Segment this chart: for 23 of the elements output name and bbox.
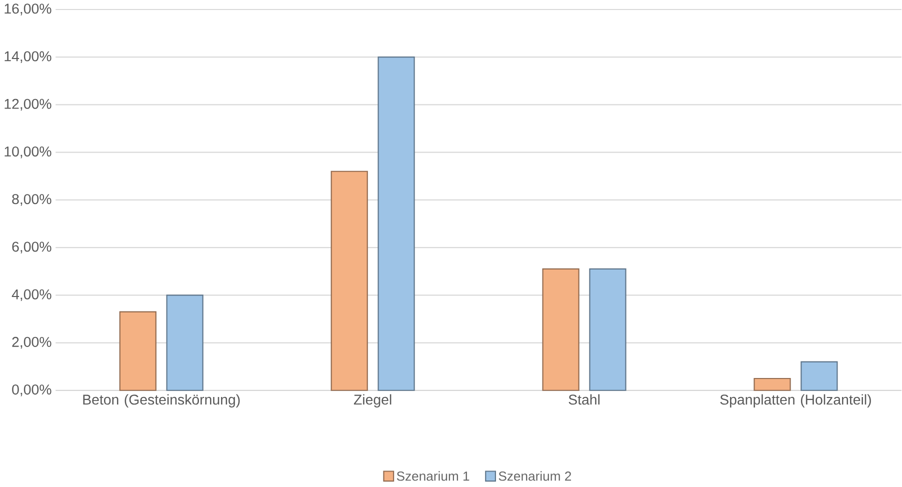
x-tick-label: Spanplatten (Holzanteil) [720,394,871,408]
x-tick-label: Ziegel [354,394,392,408]
y-tick-label: 12,00% [4,99,52,111]
bar [378,56,415,392]
y-tick-label: 4,00% [12,289,52,302]
y-tick-label: 10,00% [4,146,52,158]
y-tick-label: 2,00% [12,337,52,349]
bar [754,378,791,392]
x-tick-label: Stahl [568,394,600,405]
x-tick-label: Beton (Gesteinskörnung) [83,394,240,408]
bar [166,294,204,392]
y-tick-label: 8,00% [12,194,52,206]
legend-label: Szenarium 2 [498,471,572,481]
y-tick-label: 0,00% [12,384,52,396]
bar [589,268,626,392]
bar [119,311,156,392]
bar [800,361,838,392]
bar [330,171,368,392]
y-tick-label: 16,00% [4,4,52,16]
legend-label: Szenarium 1 [396,471,470,481]
bar [542,268,580,392]
y-tick-label: 14,00% [4,51,52,64]
y-tick-label: 6,00% [12,242,52,254]
